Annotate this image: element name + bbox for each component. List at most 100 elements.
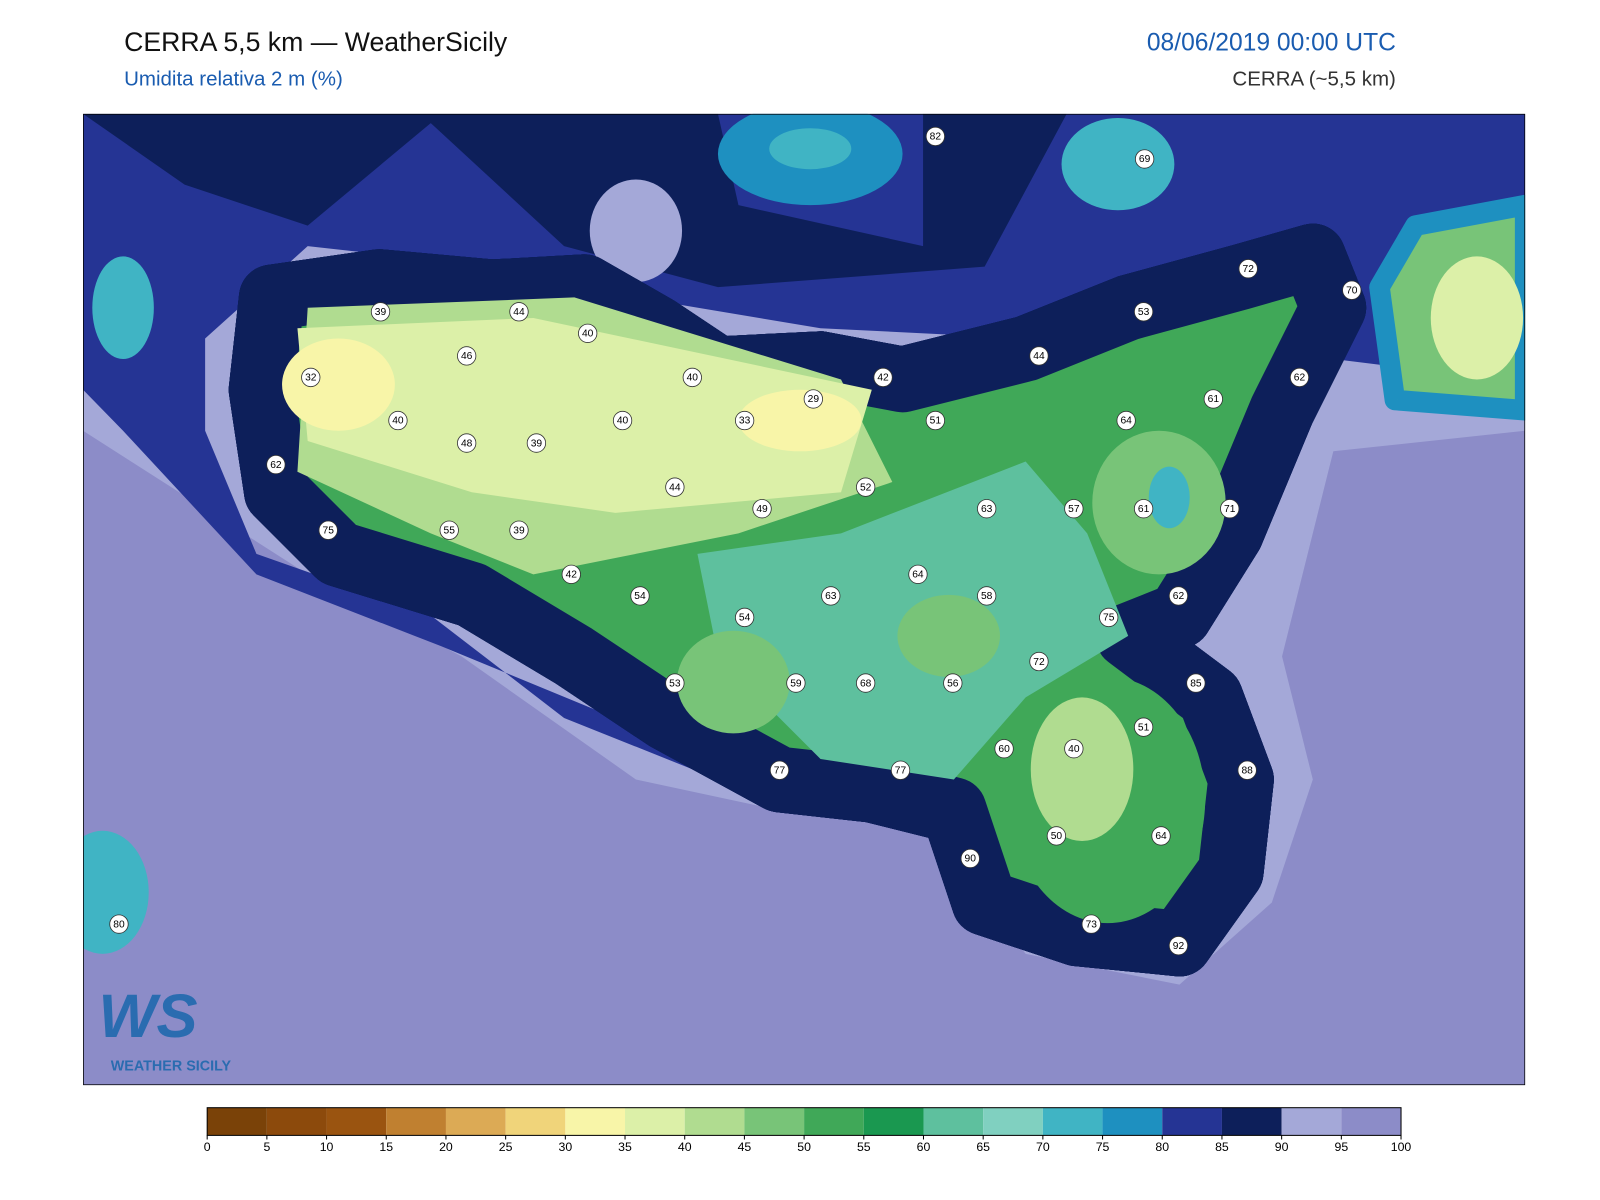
station-marker bbox=[1203, 389, 1223, 409]
station-marker bbox=[1133, 499, 1154, 519]
colorbar-segment bbox=[804, 1107, 864, 1136]
colorbar-segment bbox=[923, 1107, 984, 1136]
colorbar-segment bbox=[625, 1107, 685, 1136]
colorbar-tick-label: 75 bbox=[1096, 1140, 1110, 1154]
station-value: 88 bbox=[1241, 765, 1253, 776]
station-marker bbox=[925, 410, 946, 431]
station-value: 44 bbox=[1033, 351, 1045, 362]
station-marker bbox=[1064, 739, 1084, 759]
station-marker bbox=[786, 673, 806, 693]
station-value: 40 bbox=[687, 373, 699, 384]
station-marker bbox=[1168, 935, 1189, 956]
colorbar-tick-label: 35 bbox=[618, 1140, 632, 1154]
title: CERRA 5,5 km — WeatherSicily bbox=[124, 27, 508, 57]
station-marker bbox=[803, 389, 823, 409]
station-value: 57 bbox=[1068, 504, 1080, 515]
colorbar-tick-label: 50 bbox=[797, 1140, 811, 1154]
colorbar-segment bbox=[1341, 1107, 1402, 1136]
station-value: 39 bbox=[513, 525, 525, 536]
colorbar-segment bbox=[445, 1107, 506, 1136]
station-value: 60 bbox=[998, 744, 1010, 755]
station-value: 62 bbox=[1173, 591, 1185, 602]
station-marker bbox=[752, 499, 772, 519]
station-value: 50 bbox=[1051, 831, 1063, 842]
station-value: 61 bbox=[1138, 504, 1150, 515]
station-value: 51 bbox=[930, 416, 942, 427]
colorbar-tick-label: 5 bbox=[263, 1140, 270, 1154]
station-marker bbox=[1133, 302, 1154, 322]
station-marker bbox=[1081, 914, 1101, 934]
colorbar-segment bbox=[983, 1107, 1043, 1136]
colorbar-segment bbox=[266, 1107, 327, 1136]
station-value: 51 bbox=[1138, 722, 1150, 733]
colorbar-segment bbox=[1281, 1107, 1342, 1136]
logo: WS WEATHER SICILY bbox=[98, 982, 231, 1075]
station-value: 75 bbox=[323, 525, 335, 536]
colorbar-tick-label: 80 bbox=[1155, 1140, 1169, 1154]
colorbar-tick-label: 0 bbox=[204, 1140, 211, 1154]
colorbar-tick-label: 70 bbox=[1036, 1140, 1050, 1154]
station-marker bbox=[1099, 607, 1119, 628]
station-marker bbox=[509, 302, 529, 322]
model-label: CERRA (~5,5 km) bbox=[1232, 67, 1395, 90]
station-value: 90 bbox=[965, 854, 977, 865]
station-value: 64 bbox=[1155, 831, 1167, 842]
station-value: 72 bbox=[1033, 657, 1045, 668]
station-value: 40 bbox=[582, 329, 594, 340]
station-value: 44 bbox=[513, 307, 525, 318]
station-value: 80 bbox=[113, 919, 125, 930]
station-marker bbox=[1029, 651, 1049, 672]
stations: 82 69 72 70 39 44 40 53 46 44 32 40 42 62 29 61 40 40 33 51… bbox=[109, 126, 1362, 956]
colorbar-tick-label: 25 bbox=[499, 1140, 513, 1154]
station-value: 70 bbox=[1346, 285, 1358, 296]
colorbar-tick-label: 15 bbox=[379, 1140, 393, 1154]
station-value: 64 bbox=[1120, 416, 1132, 427]
station-value: 64 bbox=[912, 570, 924, 581]
station-marker bbox=[977, 499, 997, 519]
station-marker bbox=[1134, 149, 1155, 169]
colorbar-tick-label: 40 bbox=[678, 1140, 692, 1154]
station-marker bbox=[665, 673, 685, 693]
colorbar-segment bbox=[565, 1107, 626, 1136]
station-marker bbox=[769, 760, 790, 780]
station-marker bbox=[908, 564, 928, 584]
station-value: 48 bbox=[461, 438, 473, 449]
station-marker bbox=[943, 673, 963, 693]
colorbar-segment bbox=[1042, 1107, 1103, 1136]
station-value: 40 bbox=[617, 416, 629, 427]
station-marker bbox=[994, 739, 1014, 759]
station-value: 59 bbox=[790, 678, 802, 689]
station-value: 63 bbox=[981, 504, 993, 515]
station-value: 29 bbox=[808, 394, 820, 405]
colorbar-segment bbox=[1162, 1107, 1222, 1136]
colorbar-tick-label: 30 bbox=[558, 1140, 572, 1154]
station-value: 55 bbox=[444, 525, 456, 536]
station-value: 62 bbox=[270, 460, 282, 471]
station-marker bbox=[439, 520, 459, 540]
station-value: 54 bbox=[634, 591, 646, 602]
station-value: 53 bbox=[669, 678, 681, 689]
station-value: 77 bbox=[774, 765, 786, 776]
station-value: 33 bbox=[739, 416, 751, 427]
station-marker bbox=[1064, 499, 1084, 519]
colorbar-segment bbox=[386, 1107, 446, 1136]
station-value: 49 bbox=[756, 504, 768, 515]
logo-mark: WS bbox=[98, 982, 197, 1051]
station-marker bbox=[1046, 826, 1067, 846]
station-value: 42 bbox=[877, 373, 889, 384]
station-marker bbox=[855, 673, 876, 693]
station-value: 92 bbox=[1173, 941, 1185, 952]
colorbar-tick-label: 20 bbox=[439, 1140, 453, 1154]
station-value: 73 bbox=[1086, 919, 1098, 930]
station-marker bbox=[388, 410, 408, 431]
station-value: 61 bbox=[1208, 394, 1220, 405]
station-marker bbox=[526, 433, 547, 453]
colorbar-segment bbox=[1221, 1107, 1282, 1136]
colorbar-tick-label: 10 bbox=[320, 1140, 334, 1154]
station-marker bbox=[370, 302, 391, 322]
colorbar-tick-label: 95 bbox=[1334, 1140, 1348, 1154]
station-marker bbox=[266, 454, 286, 475]
station-marker bbox=[1238, 259, 1258, 279]
station-marker bbox=[1116, 410, 1136, 431]
station-value: 82 bbox=[930, 132, 942, 143]
